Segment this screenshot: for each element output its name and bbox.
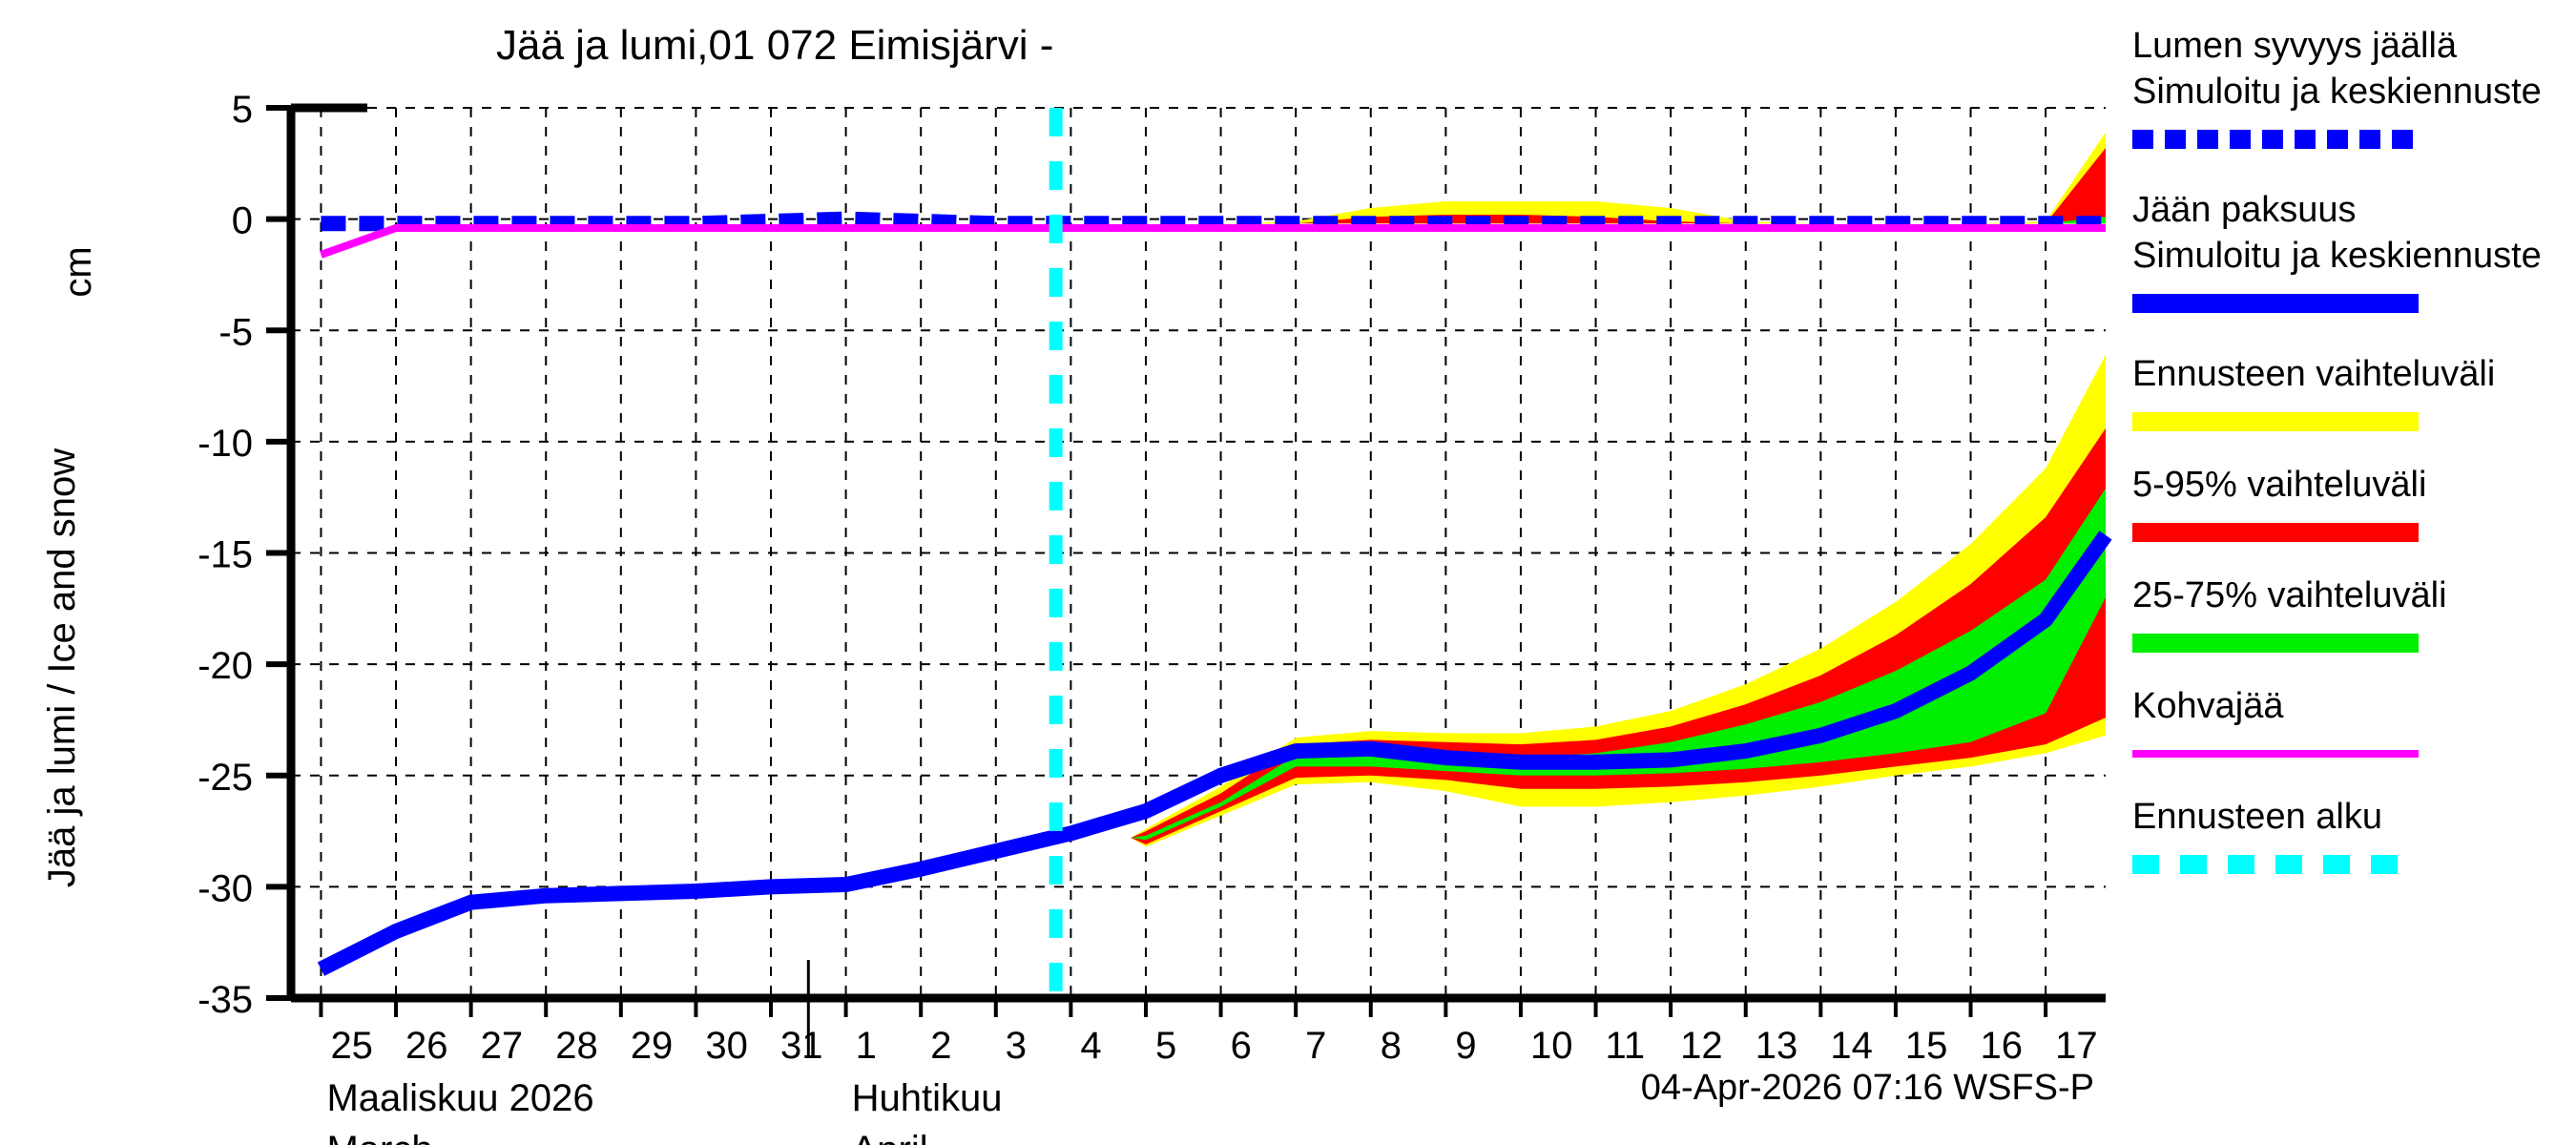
x-axis-tick-label: 11 — [1606, 1025, 1646, 1067]
y-axis-tick-label: -25 — [197, 757, 253, 799]
x-axis-tick-label: 8 — [1381, 1025, 1402, 1067]
x-axis-tick-label: 26 — [405, 1025, 448, 1067]
x-axis-tick-label: 16 — [1981, 1025, 2024, 1067]
x-axis-tick-label: 25 — [330, 1025, 373, 1067]
legend-item-title: Kohvajää — [2132, 686, 2284, 726]
x-axis-tick-label: 9 — [1455, 1025, 1476, 1067]
legend-item-title: 25-75% vaihteluväli — [2132, 575, 2447, 615]
x-axis-tick-label: 2 — [930, 1025, 951, 1067]
x-axis-tick-label: 30 — [705, 1025, 748, 1067]
x-axis-tick-label: 27 — [481, 1025, 524, 1067]
y-axis-tick-label: -15 — [197, 534, 253, 576]
footer-timestamp: 04-Apr-2026 07:16 WSFS-P — [1641, 1068, 2094, 1108]
chart-title: Jää ja lumi,01 072 Eimisjärvi - — [496, 22, 1053, 69]
x-axis-tick-label: 14 — [1830, 1025, 1873, 1067]
y-axis-tick-label: -10 — [197, 423, 253, 465]
legend-item-title: Ennusteen alku — [2132, 797, 2382, 837]
x-axis-tick-label: 3 — [1006, 1025, 1027, 1067]
y-axis-unit-label: cm — [57, 246, 99, 297]
x-axis-tick-label: 15 — [1905, 1025, 1948, 1067]
month-label-en-april: April — [852, 1129, 928, 1145]
month-label-fi-march: Maaliskuu 2026 — [326, 1077, 593, 1119]
data-series-line — [320, 223, 2106, 259]
y-axis-tick-label: -35 — [197, 979, 253, 1021]
data-series-line — [321, 211, 2106, 232]
legend-item-subtitle: Simuloitu ja keskiennuste — [2132, 236, 2542, 276]
legend-item-title: Ennusteen vaihteluväli — [2132, 354, 2495, 394]
month-label-en-march: March — [326, 1129, 432, 1145]
y-axis-tick-label: 5 — [232, 89, 253, 131]
x-axis-tick-label: 28 — [555, 1025, 598, 1067]
x-axis-tick-label: 5 — [1155, 1025, 1176, 1067]
x-axis-tick-label: 1 — [856, 1025, 877, 1067]
forecast-band — [1131, 427, 2106, 845]
legend-item-title: 5-95% vaihteluväli — [2132, 465, 2426, 505]
y-axis-tick-label: -20 — [197, 645, 253, 687]
legend-item-title: Jään paksuus — [2132, 190, 2357, 230]
y-axis-title: Jää ja lumi / Ice and snow — [41, 448, 83, 887]
y-axis-tick-label: -5 — [218, 311, 253, 353]
y-axis-tick-label: -30 — [197, 867, 253, 909]
x-axis-tick-label: 13 — [1755, 1025, 1798, 1067]
y-axis-tick-label: 0 — [232, 200, 253, 242]
x-axis-tick-label: 10 — [1530, 1025, 1573, 1067]
x-axis-tick-label: 4 — [1080, 1025, 1101, 1067]
x-axis-tick-label: 31 — [780, 1025, 823, 1067]
forecast-band — [1131, 132, 2106, 224]
legend-item-subtitle: Simuloitu ja keskiennuste — [2132, 72, 2542, 112]
x-axis-tick-label: 7 — [1305, 1025, 1326, 1067]
legend-item-title: Lumen syvyys jäällä — [2132, 26, 2458, 66]
x-axis-tick-label: 29 — [631, 1025, 674, 1067]
month-label-fi-april: Huhtikuu — [852, 1077, 1003, 1119]
x-axis-tick-label: 12 — [1680, 1025, 1723, 1067]
x-axis-tick-label: 6 — [1231, 1025, 1252, 1067]
forecast-band — [1131, 488, 2106, 841]
x-axis-tick-label: 17 — [2055, 1025, 2098, 1067]
data-series-line — [317, 531, 2112, 976]
